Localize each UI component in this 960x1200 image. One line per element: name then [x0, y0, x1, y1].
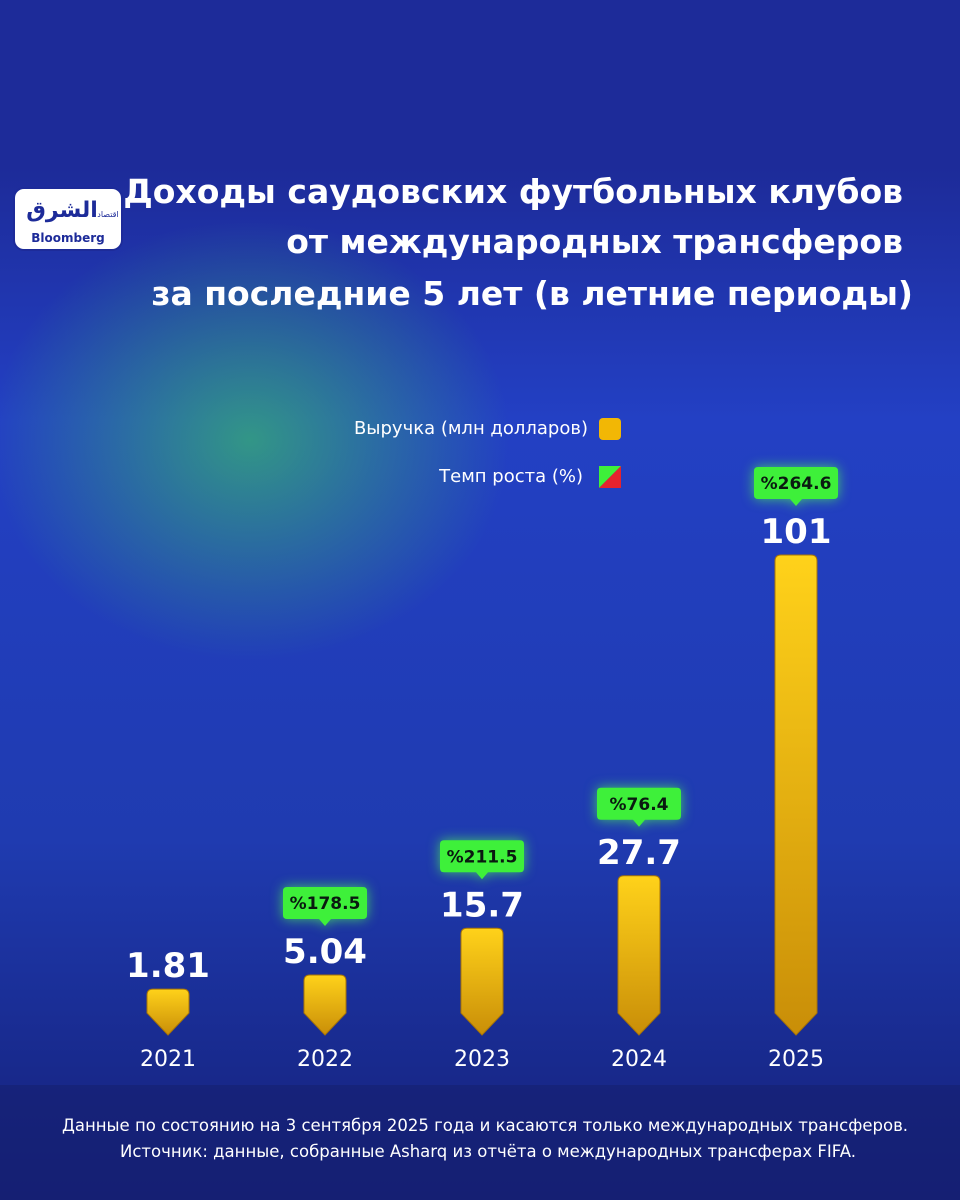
x-tick-label: 2023 — [454, 1047, 510, 1072]
logo-arabic-sub: اقتصاد — [97, 210, 118, 219]
logo-arabic: الشرق — [26, 198, 98, 223]
logo-box — [14, 188, 122, 250]
logo-border — [13, 187, 123, 251]
chart-title: за последние 5 лет (в летние периоды) — [151, 274, 913, 313]
footnote: Источник: данные, собранные Asharq из от… — [120, 1142, 856, 1161]
growth-badge — [283, 886, 367, 926]
logo-latin: Bloomberg — [31, 231, 105, 245]
glow — [0, 220, 510, 660]
chart-title: от международных трансферов — [286, 222, 903, 261]
footer-band — [0, 1085, 960, 1200]
x-tick-label: 2022 — [297, 1047, 353, 1072]
growth-badge — [440, 840, 524, 880]
logo: الشرق اقتصاد Bloomberg — [13, 187, 123, 251]
value-label: 1.81 — [126, 946, 210, 986]
bar — [460, 927, 504, 1036]
bar — [146, 988, 190, 1036]
value-label: 27.7 — [597, 833, 681, 873]
x-tick-label: 2025 — [768, 1047, 824, 1072]
growth-badge — [597, 787, 681, 827]
legend-label: Темп роста (%) — [438, 466, 583, 487]
value-label: 15.7 — [440, 885, 524, 925]
legend-label: Выручка (млн долларов) — [354, 418, 588, 439]
growth-label: %264.6 — [761, 474, 832, 494]
x-tick-label: 2021 — [140, 1047, 196, 1072]
bar — [617, 875, 661, 1036]
footnote: Данные по состоянию на 3 сентября 2025 г… — [62, 1116, 908, 1135]
value-label: 5.04 — [283, 932, 367, 972]
legend-swatch — [599, 466, 621, 488]
growth-label: %211.5 — [447, 847, 518, 867]
bar — [774, 554, 818, 1036]
bar — [303, 974, 347, 1036]
legend-swatch — [599, 418, 621, 440]
x-tick-label: 2024 — [611, 1047, 667, 1072]
growth-label: %178.5 — [290, 894, 361, 914]
growth-badge — [754, 467, 838, 506]
value-label: 101 — [761, 512, 832, 552]
growth-label: %76.4 — [610, 795, 669, 815]
chart-title: Доходы саудовских футбольных клубов — [123, 172, 903, 211]
